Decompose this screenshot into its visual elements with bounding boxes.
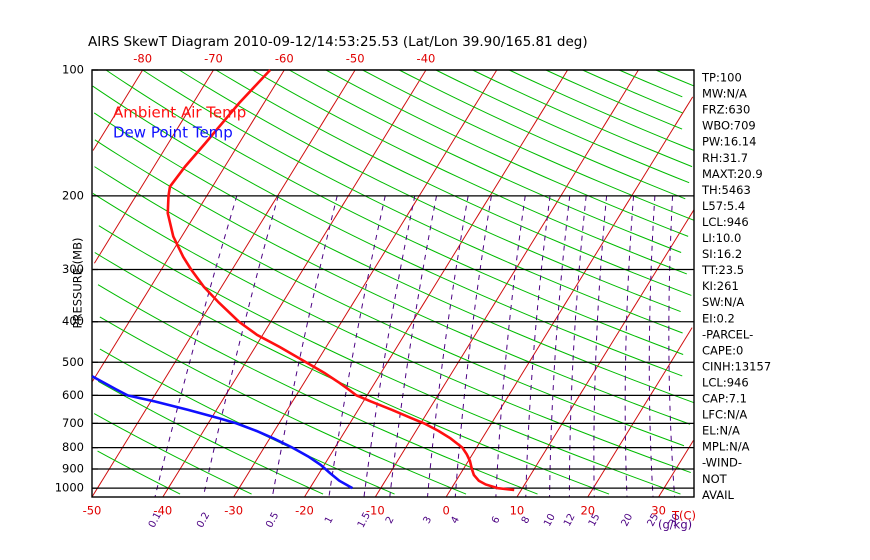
parameter-14: SW:N/A	[702, 295, 744, 309]
temp-tick-bottom-0: 0	[442, 504, 449, 518]
pressure-axis-title: PRESSURE (MB)	[71, 238, 85, 329]
temp-tick-bottom--50: -50	[83, 504, 102, 518]
ambient-temp-curve	[166, 69, 515, 492]
temp-tick-bottom--30: -30	[224, 504, 243, 518]
temp-tick-top--40: -40	[417, 52, 436, 66]
pressure-tick-700: 700	[62, 416, 84, 430]
parameter-0: TP:100	[701, 71, 742, 85]
temp-tick-bottom-30: 30	[651, 504, 666, 518]
parameter-20: CAP:7.1	[702, 392, 747, 406]
mixing-ratio-tick-15: 15	[587, 512, 603, 528]
sounding-curves	[91, 69, 515, 492]
pressure-tick-500: 500	[62, 355, 84, 369]
pressure-tick-1000: 1000	[55, 481, 84, 495]
pressure-tick-400: 400	[62, 314, 84, 328]
mixing-ratio-tick-1: 1	[323, 515, 336, 526]
parameter-23: MPL:N/A	[702, 440, 750, 454]
legend-dew-point-temp: Dew Point Temp	[113, 124, 233, 142]
mixing-ratio-lines	[154, 195, 676, 497]
pressure-tick-900: 900	[62, 462, 84, 476]
temp-tick-top--50: -50	[346, 52, 365, 66]
temp-tick-top--60: -60	[275, 52, 294, 66]
parameter-1: MW:N/A	[702, 87, 747, 101]
parameter-16: -PARCEL-	[702, 327, 753, 341]
page-title: AIRS SkewT Diagram 2010-09-12/14:53:25.5…	[88, 34, 588, 50]
parameter-12: TT:23.5	[701, 263, 744, 277]
parameter-4: PW:16.14	[702, 135, 756, 149]
temperature-unit-label: T(C)	[671, 509, 696, 523]
parameter-25: NOT	[702, 472, 728, 486]
mixing-ratio-tick-6: 6	[490, 515, 503, 526]
parameter-13: KI:261	[702, 279, 739, 293]
pressure-tick-600: 600	[62, 388, 84, 402]
mixing-ratio-tick-12: 12	[562, 512, 578, 528]
mixing-ratio-tick-0.5: 0.5	[264, 511, 281, 530]
parameter-3: WBO:709	[702, 119, 756, 133]
pressure-tick-200: 200	[62, 188, 84, 202]
mixing-ratio-tick-3: 3	[422, 515, 435, 526]
mixing-ratio-tick-2: 2	[384, 515, 397, 526]
parameter-18: CINH:13157	[702, 359, 771, 373]
mixing-ratio-tick-4: 4	[449, 515, 462, 526]
parameter-19: LCL:946	[702, 375, 749, 389]
parameter-7: TH:5463	[701, 183, 751, 197]
parameter-17: CAPE:0	[702, 343, 743, 357]
mixing-ratio-tick-8: 8	[520, 515, 533, 526]
parameter-8: L57:5.4	[702, 199, 745, 213]
isotherm-lines	[91, 69, 695, 498]
mixing-ratio-tick-10: 10	[542, 512, 558, 528]
parameter-22: EL:N/A	[702, 424, 740, 438]
parameter-24: -WIND-	[702, 456, 742, 470]
legend-ambient-air-temp: Ambient Air Temp	[113, 104, 246, 122]
parameter-6: MAXT:20.9	[702, 167, 763, 181]
pressure-tick-100: 100	[62, 63, 84, 77]
temp-tick-bottom-20: 20	[580, 504, 595, 518]
mixing-ratio-unit-label: (g/kg)	[658, 518, 692, 532]
temp-tick-top--80: -80	[133, 52, 152, 66]
parameter-5: RH:31.7	[702, 151, 748, 165]
parameter-10: LI:10.0	[702, 231, 741, 245]
temp-tick-bottom-10: 10	[510, 504, 525, 518]
mixing-ratio-tick-30: 30	[667, 512, 683, 528]
mixing-ratio-tick-0.2: 0.2	[195, 511, 212, 530]
temp-tick-top--70: -70	[204, 52, 223, 66]
temp-tick-bottom--40: -40	[153, 504, 172, 518]
parameter-9: LCL:946	[702, 215, 749, 229]
plot-frame	[91, 69, 695, 498]
pressure-tick-300: 300	[62, 262, 84, 276]
temp-tick-bottom--20: -20	[295, 504, 314, 518]
dew-point-curve	[91, 375, 354, 490]
dry-adiabat-lines	[92, 69, 695, 495]
parameter-26: AVAIL	[702, 488, 735, 502]
mixing-ratio-tick-25: 25	[646, 512, 662, 528]
temp-tick-bottom--10: -10	[366, 504, 385, 518]
mixing-ratio-tick-20: 20	[620, 512, 636, 528]
parameter-15: EI:0.2	[702, 311, 735, 325]
parameter-2: FRZ:630	[702, 103, 750, 117]
parameter-list: TP:100 MW:N/A FRZ:630 WBO:709 PW:16.14 RH:31.…	[701, 71, 771, 502]
pressure-tick-800: 800	[62, 440, 84, 454]
parameter-21: LFC:N/A	[702, 408, 747, 422]
parameter-11: SI:16.2	[702, 247, 742, 261]
